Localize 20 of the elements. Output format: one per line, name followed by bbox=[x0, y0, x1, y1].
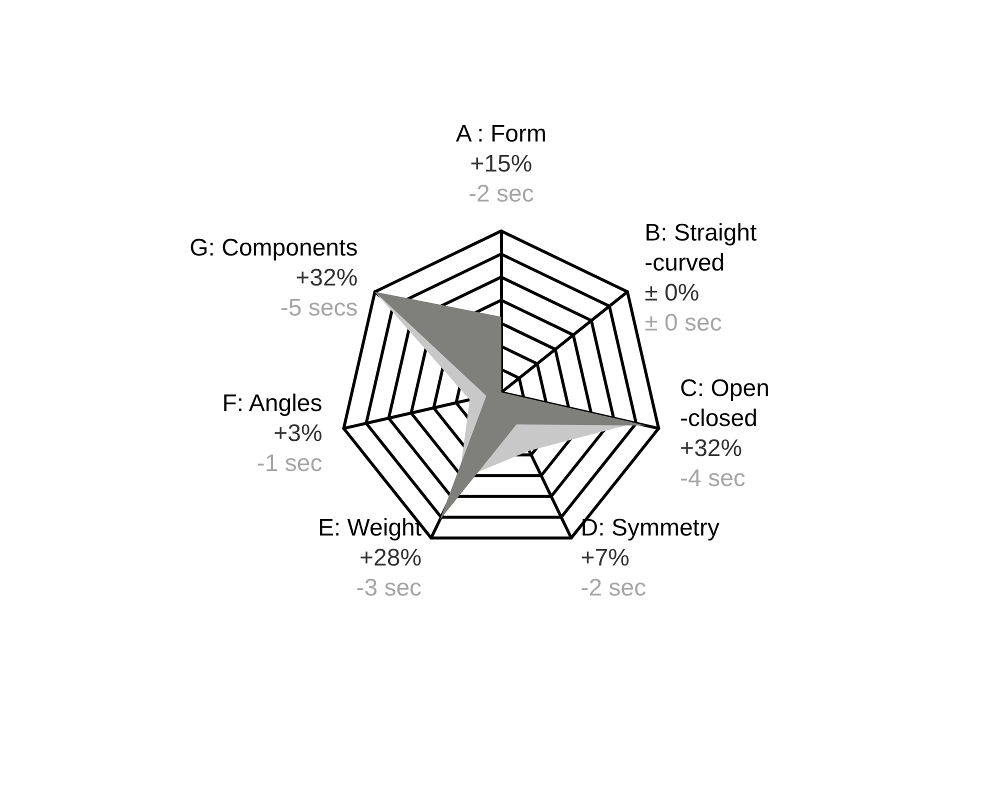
text: -3 sec bbox=[356, 574, 422, 602]
spoke-label: G: Components bbox=[190, 234, 358, 262]
text: -4 sec bbox=[680, 464, 746, 492]
spoke-label: F: Angles bbox=[222, 390, 322, 417]
text: -1 sec bbox=[256, 450, 322, 477]
text: ± 0 sec bbox=[644, 310, 722, 337]
text: +3% bbox=[274, 420, 322, 447]
text: +32% bbox=[296, 264, 358, 292]
spoke-label: E: Weight bbox=[318, 514, 422, 542]
text: -2 sec bbox=[580, 574, 646, 602]
spoke-label: A : Form bbox=[456, 120, 547, 148]
spoke-label: B: Straight -curved bbox=[644, 220, 758, 277]
text: +32% bbox=[680, 434, 742, 462]
spoke-label: C: Open -closed bbox=[680, 374, 770, 432]
text: +7% bbox=[580, 544, 630, 572]
text: -2 sec bbox=[468, 180, 534, 208]
text: +15% bbox=[470, 150, 532, 178]
text: +28% bbox=[359, 544, 422, 572]
text: ± 0% bbox=[644, 280, 700, 307]
text: -5 secs bbox=[280, 294, 358, 322]
